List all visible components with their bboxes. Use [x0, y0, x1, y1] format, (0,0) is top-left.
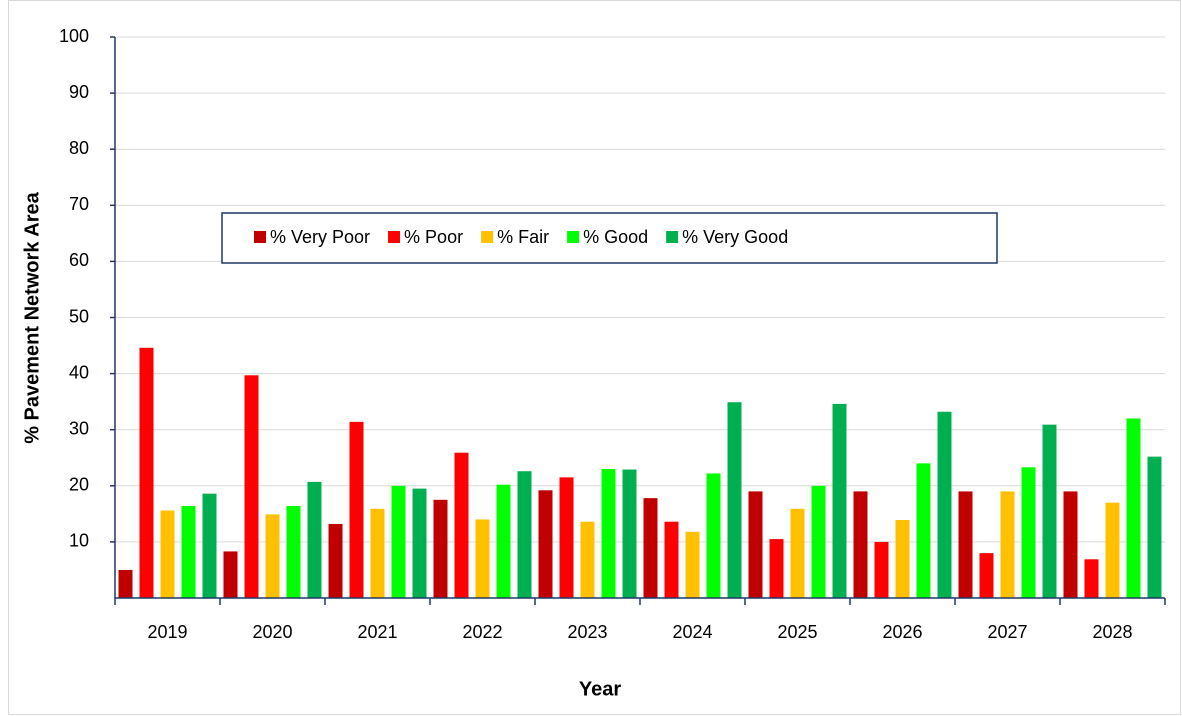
legend-swatch — [666, 231, 679, 243]
bar — [979, 553, 994, 598]
x-tick-label: 2022 — [462, 622, 502, 642]
bar — [559, 477, 574, 598]
x-tick-label: 2021 — [357, 622, 397, 642]
x-tick-label: 2026 — [882, 622, 922, 642]
bar — [496, 484, 511, 598]
bar — [622, 469, 637, 598]
bar — [412, 488, 427, 598]
bar — [727, 402, 742, 598]
bar — [664, 521, 679, 598]
bar — [391, 485, 406, 598]
legend-label: % Poor — [404, 227, 463, 247]
bar — [1105, 502, 1120, 598]
bar — [433, 499, 448, 598]
bar — [916, 463, 931, 598]
legend-swatch — [388, 231, 401, 243]
bar — [811, 485, 826, 598]
bar — [580, 521, 595, 598]
bar — [601, 468, 616, 598]
bar — [286, 505, 301, 598]
legend-label: % Fair — [497, 227, 549, 247]
bar — [685, 531, 700, 598]
bar — [706, 473, 721, 598]
bar — [1021, 467, 1036, 598]
chart-frame — [8, 0, 1181, 715]
bar — [958, 491, 973, 598]
legend-swatch — [567, 231, 580, 243]
bar — [1084, 559, 1099, 598]
bar — [1000, 491, 1015, 598]
bar — [328, 523, 343, 598]
y-tick-label: 40 — [69, 362, 89, 382]
bar — [895, 520, 910, 598]
bar — [370, 508, 385, 598]
bar — [181, 505, 196, 598]
bar — [454, 452, 469, 598]
y-tick-label: 50 — [69, 306, 89, 326]
x-tick-label: 2019 — [147, 622, 187, 642]
bar — [223, 551, 238, 598]
bar — [307, 481, 322, 598]
bar — [139, 347, 154, 598]
bar — [937, 411, 952, 598]
y-tick-label: 20 — [69, 475, 89, 495]
legend-swatch — [481, 231, 494, 243]
legend: % Very Poor % Poor % Fair % Good % Very Good — [221, 212, 998, 264]
bar — [160, 510, 175, 598]
bar — [853, 491, 868, 598]
bar — [265, 514, 280, 598]
bar — [643, 498, 658, 598]
bar — [769, 539, 784, 598]
bar — [790, 508, 805, 598]
bar — [202, 493, 217, 598]
bar — [874, 541, 889, 598]
y-tick-label: 100 — [59, 26, 89, 46]
bar — [244, 375, 259, 598]
x-tick-label: 2028 — [1092, 622, 1132, 642]
legend-label: % Very Poor — [270, 227, 370, 247]
bar — [1126, 418, 1141, 598]
y-tick-label: 30 — [69, 418, 89, 438]
bar — [349, 421, 364, 598]
x-axis-title: Year — [579, 678, 621, 700]
bar — [832, 403, 847, 598]
x-tick-label: 2024 — [672, 622, 712, 642]
x-tick-label: 2023 — [567, 622, 607, 642]
bar — [475, 519, 490, 598]
y-tick-label: 60 — [69, 250, 89, 270]
legend-swatch — [254, 231, 266, 243]
bar — [748, 491, 763, 598]
bar — [1042, 424, 1057, 598]
bar — [1063, 491, 1078, 598]
x-tick-label: 2027 — [987, 622, 1027, 642]
bar — [538, 490, 553, 598]
y-tick-label: 80 — [69, 138, 89, 158]
bar — [118, 569, 133, 598]
legend-box — [221, 212, 998, 264]
bar — [517, 471, 532, 598]
y-axis-title: % Pavement Network Area — [21, 191, 43, 443]
x-tick-label: 2025 — [777, 622, 817, 642]
y-tick-label: 10 — [69, 531, 89, 551]
legend-label: % Good — [583, 227, 648, 247]
bar — [1147, 456, 1162, 598]
x-tick-label: 2020 — [252, 622, 292, 642]
legend-label: % Very Good — [682, 227, 788, 247]
y-tick-label: 70 — [69, 194, 89, 214]
y-tick-label: 90 — [69, 82, 89, 102]
